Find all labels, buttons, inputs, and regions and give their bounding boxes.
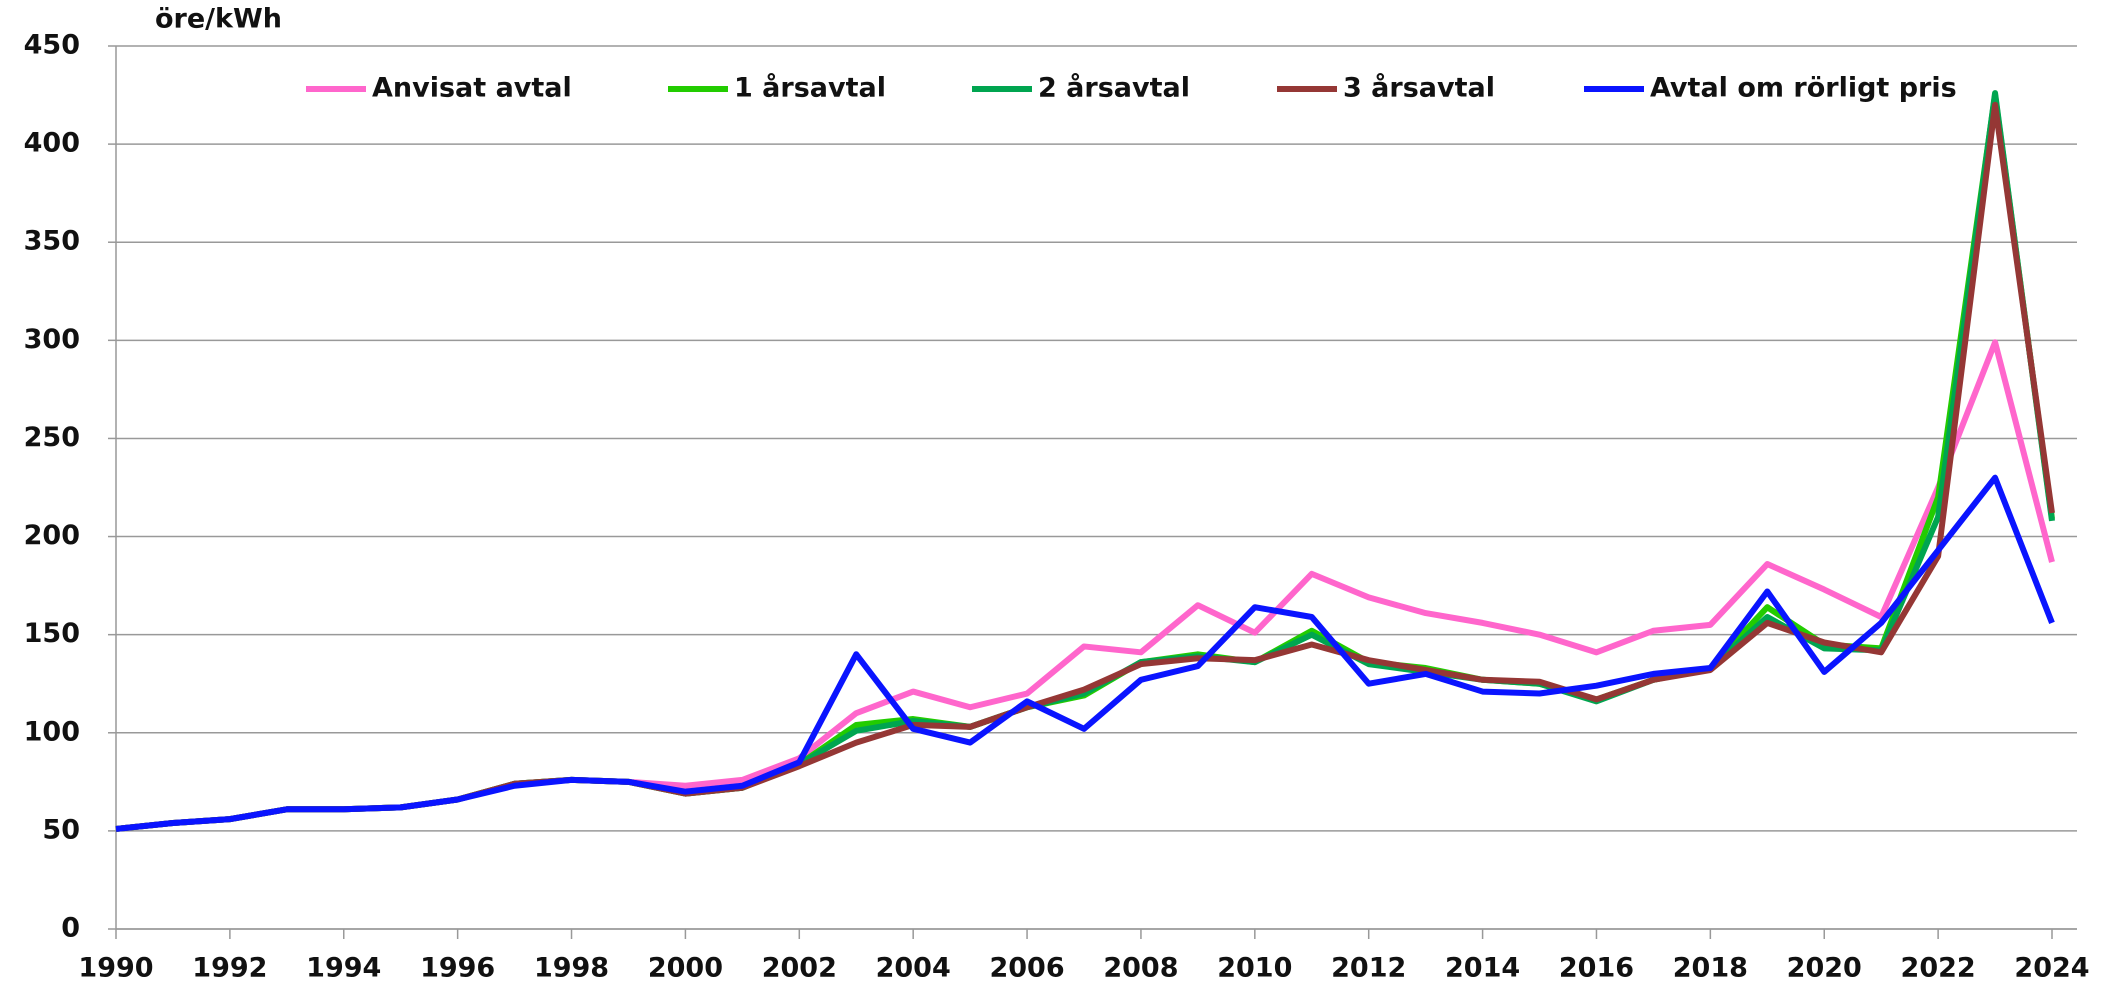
y-tick-label: 0 [61, 913, 80, 944]
x-tick-label: 2010 [1217, 953, 1292, 984]
legend-label: 1 årsavtal [734, 72, 886, 104]
y-tick-label: 50 [42, 814, 80, 845]
series-line [115, 101, 2055, 832]
legend-label: 2 årsavtal [1038, 72, 1190, 104]
x-tick-label: 2024 [2014, 953, 2089, 984]
series-line [115, 92, 2055, 832]
series-line [115, 339, 2055, 832]
x-tick-label: 2018 [1673, 953, 1748, 984]
x-tick-label: 2000 [648, 953, 723, 984]
x-tick-label: 2006 [989, 953, 1064, 984]
y-tick-label: 250 [24, 422, 80, 453]
series-line [115, 90, 2055, 832]
x-tick-label: 2022 [1901, 953, 1976, 984]
x-tick-label: 2004 [876, 953, 951, 984]
x-tick-label: 1998 [534, 953, 609, 984]
x-tick-label: 2012 [1331, 953, 1406, 984]
y-axis-label: öre/kWh [155, 4, 282, 35]
y-tick-label: 150 [24, 618, 80, 649]
x-tick-label: 2014 [1445, 953, 1520, 984]
y-tick-label: 400 [24, 128, 80, 159]
x-tick-label: 1996 [420, 953, 495, 984]
legend-label: 3 årsavtal [1343, 72, 1495, 104]
y-tick-label: 200 [24, 520, 80, 551]
x-tick-label: 2016 [1559, 953, 1634, 984]
x-tick-label: 1990 [78, 953, 153, 984]
x-tick-label: 2002 [762, 953, 837, 984]
y-tick-label: 350 [24, 226, 80, 257]
y-tick-label: 450 [24, 30, 80, 61]
x-tick-label: 1992 [192, 953, 267, 984]
x-tick-label: 2020 [1787, 953, 1862, 984]
y-tick-label: 300 [24, 324, 80, 355]
x-tick-label: 1994 [306, 953, 381, 984]
series-line [115, 474, 2055, 832]
legend-label: Anvisat avtal [372, 73, 572, 104]
y-tick-label: 100 [24, 716, 80, 747]
x-tick-label: 2008 [1103, 953, 1178, 984]
legend-label: Avtal om rörligt pris [1650, 73, 1957, 104]
